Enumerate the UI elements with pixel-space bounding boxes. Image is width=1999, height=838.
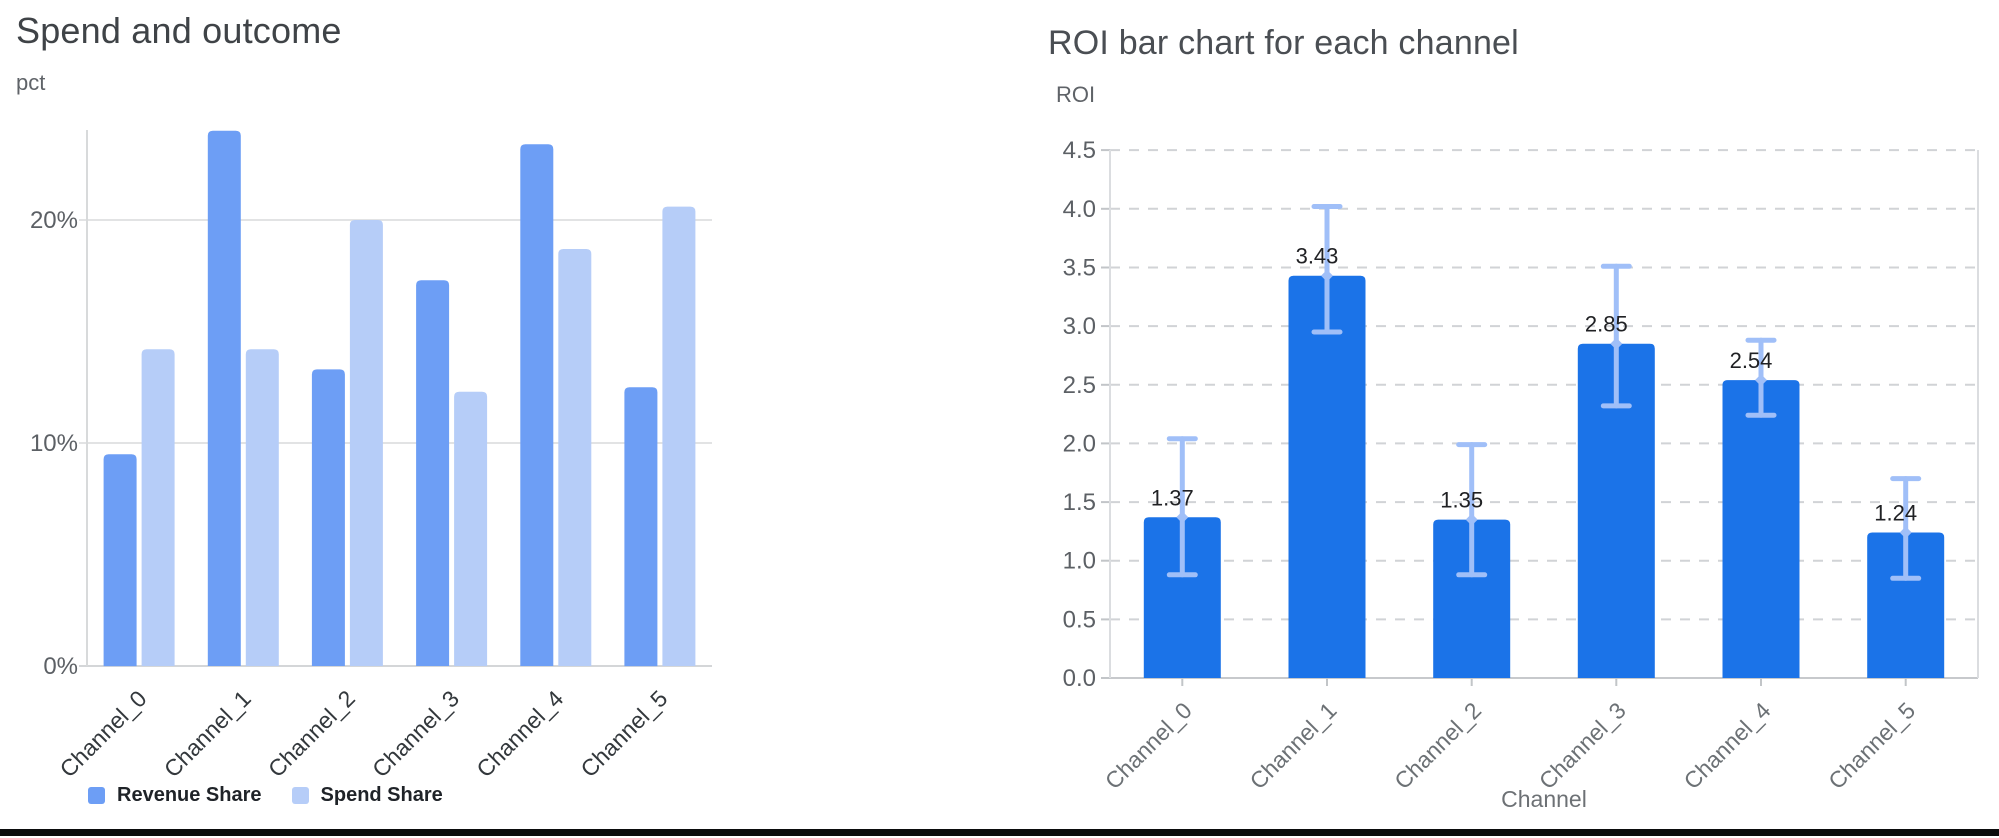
y-tick-label: 10% bbox=[30, 430, 78, 457]
bar-roi-channel_2 bbox=[1433, 519, 1511, 678]
bar-spend-share-channel_2 bbox=[349, 220, 383, 666]
y-tick-label: 4.0 bbox=[1063, 196, 1096, 223]
error-bar-mean-marker bbox=[1899, 526, 1912, 539]
y-tick-label: 1.5 bbox=[1063, 489, 1096, 516]
x-tick-label: Channel_5 bbox=[575, 685, 672, 780]
x-tick-label: Channel_3 bbox=[367, 685, 464, 780]
roi-bar-chart: 0.0 0.5 1.0 1.5 2.0 2.5 3.0 3.5 4.0 4.5 1.37 Channe… bbox=[1030, 0, 1999, 838]
error-bar-mean-marker bbox=[1176, 511, 1189, 524]
left-chart-title: Spend and outcome bbox=[16, 10, 342, 51]
x-tick-label: Channel_1 bbox=[159, 685, 256, 780]
legend-item-spend-share: Spend Share bbox=[291, 784, 443, 807]
bar-roi-channel_4 bbox=[1722, 380, 1800, 678]
legend-item-revenue-share: Revenue Share bbox=[88, 784, 262, 807]
error-bar-mean-marker bbox=[1610, 337, 1623, 350]
bar-revenue-share-channel_4 bbox=[520, 144, 554, 666]
value-label: 1.37 bbox=[1151, 485, 1194, 510]
x-tick-label: Channel_0 bbox=[1100, 697, 1197, 794]
error-bar-mean-marker bbox=[1465, 513, 1478, 526]
y-tick-label: 2.5 bbox=[1063, 372, 1096, 399]
bar-spend-share-channel_0 bbox=[141, 349, 175, 666]
bar-spend-share-channel_5 bbox=[662, 206, 696, 666]
x-tick-label: Channel_4 bbox=[471, 685, 568, 780]
y-tick-label: 1.0 bbox=[1063, 548, 1096, 575]
value-label: 1.35 bbox=[1440, 488, 1483, 513]
y-tick-label: 0% bbox=[43, 653, 78, 680]
bottom-divider bbox=[0, 829, 1999, 836]
value-label: 3.43 bbox=[1296, 244, 1339, 269]
error-bar-mean-marker bbox=[1755, 374, 1767, 387]
bar-roi-channel_5 bbox=[1867, 532, 1945, 678]
error-bar-mean-marker bbox=[1321, 269, 1333, 282]
y-tick-label: 0.0 bbox=[1063, 665, 1096, 692]
x-tick-label: Channel_4 bbox=[1678, 697, 1775, 794]
bar-revenue-share-channel_1 bbox=[207, 130, 241, 667]
bar-spend-share-channel_4 bbox=[558, 249, 592, 666]
left-y-axis-unit-label: pct bbox=[16, 70, 46, 95]
bar-roi-channel_0 bbox=[1143, 517, 1221, 678]
bar-roi-channel_3 bbox=[1577, 343, 1655, 678]
legend-swatch-spend-share-icon bbox=[291, 787, 309, 804]
x-axis-title: Channel bbox=[1501, 786, 1587, 812]
bar-revenue-share-channel_2 bbox=[311, 369, 345, 666]
bar-roi-channel_1 bbox=[1288, 275, 1366, 678]
legend-label-revenue-share: Revenue Share bbox=[117, 784, 262, 806]
bar-revenue-share-channel_0 bbox=[103, 454, 137, 667]
x-tick-label: Channel_0 bbox=[55, 685, 152, 780]
grouped-bar-plot: 0%10%20%Channel_0 Channel_1 Channel_2 Chann… bbox=[30, 130, 712, 780]
value-label: 2.85 bbox=[1585, 312, 1628, 337]
x-tick-label: Channel_2 bbox=[263, 685, 360, 780]
bar-spend-share-channel_3 bbox=[454, 391, 488, 666]
roi-bar-plot: 0.0 0.5 1.0 1.5 2.0 2.5 3.0 3.5 4.0 4.5 1.37 Channe… bbox=[1063, 137, 1979, 794]
y-tick-label: 3.5 bbox=[1063, 255, 1096, 282]
y-tick-label: 3.0 bbox=[1063, 313, 1096, 340]
x-tick-label: Channel_1 bbox=[1244, 697, 1341, 794]
right-chart-title: ROI bar chart for each channel bbox=[1048, 24, 1519, 62]
bar-spend-share-channel_1 bbox=[245, 349, 279, 666]
value-label: 1.24 bbox=[1874, 501, 1917, 526]
x-tick-label: Channel_2 bbox=[1389, 697, 1486, 794]
x-tick-label: Channel_5 bbox=[1823, 697, 1920, 794]
bar-revenue-share-channel_5 bbox=[624, 387, 658, 667]
y-tick-label: 0.5 bbox=[1063, 606, 1096, 633]
chart-legend: Revenue Share Spend Share bbox=[88, 784, 443, 807]
x-tick-label: Channel_3 bbox=[1534, 697, 1631, 794]
value-label: 2.54 bbox=[1730, 348, 1773, 373]
legend-swatch-revenue-share-icon bbox=[88, 787, 105, 804]
legend-label-spend-share: Spend Share bbox=[320, 784, 443, 806]
y-tick-label: 4.5 bbox=[1063, 137, 1096, 164]
spend-outcome-chart: 0% 10% 20% Channel_0 Channel_1 Channel_2 Chann… bbox=[0, 0, 760, 838]
y-tick-label: 20% bbox=[30, 207, 78, 234]
right-y-axis-unit-label: ROI bbox=[1056, 82, 1096, 107]
y-tick-label: 2.0 bbox=[1063, 430, 1096, 457]
bar-revenue-share-channel_3 bbox=[416, 280, 450, 666]
